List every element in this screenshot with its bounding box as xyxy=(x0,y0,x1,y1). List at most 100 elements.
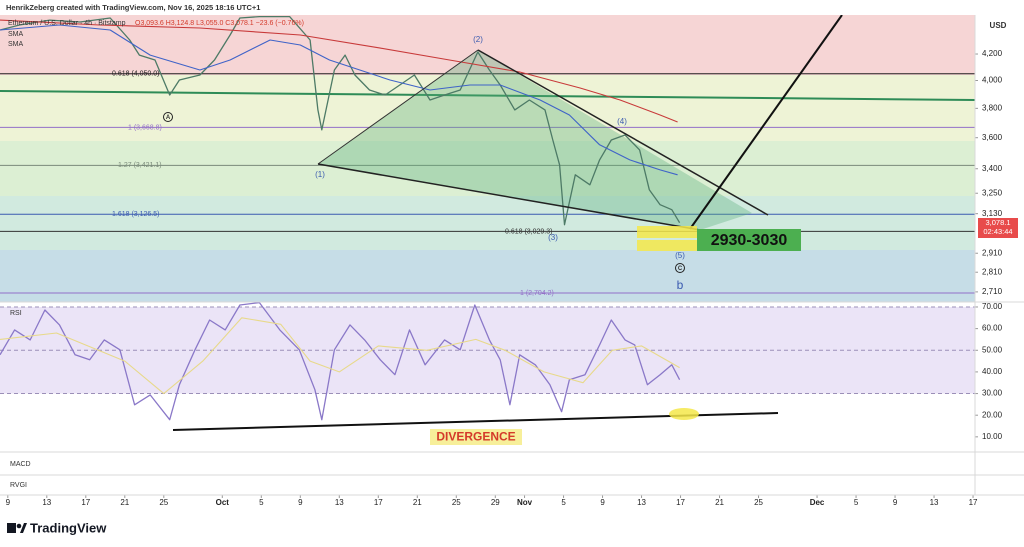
y-tick-label: 2,910 xyxy=(982,248,1003,257)
zone-label: 2930-3030 xyxy=(711,232,788,249)
x-tick-label: 17 xyxy=(969,498,978,507)
countdown: 02:43:44 xyxy=(983,227,1012,236)
wedge-edge xyxy=(317,49,479,165)
y-tick-label: 3,250 xyxy=(982,188,1003,197)
y-tick-label: 3,600 xyxy=(982,133,1003,142)
target-box xyxy=(637,240,717,251)
series-line xyxy=(0,19,678,123)
wave-label: b xyxy=(677,278,684,292)
last-price: 3,078.1 xyxy=(985,218,1010,227)
y-tick-label: 50.00 xyxy=(982,345,1003,354)
zone xyxy=(0,250,975,302)
series-line xyxy=(0,317,680,395)
y-tick-label: 3,800 xyxy=(982,103,1003,112)
wave-label: (4) xyxy=(617,117,627,126)
wave-label: (1) xyxy=(315,170,325,179)
series-line xyxy=(0,15,681,226)
wave-label: (3) xyxy=(548,233,558,242)
trend-line xyxy=(0,90,976,101)
highlight xyxy=(669,408,699,420)
x-tick-label: 17 xyxy=(676,498,685,507)
x-tick-label: 25 xyxy=(159,498,168,507)
fib-label: 1.618 (3,126.5) xyxy=(112,211,159,218)
pane-title: RVGI xyxy=(10,482,27,489)
x-tick-label: 13 xyxy=(42,498,51,507)
x-tick-label: 25 xyxy=(452,498,461,507)
logo-mark xyxy=(7,523,16,533)
y-tick-label: 40.00 xyxy=(982,367,1003,376)
zone xyxy=(0,141,975,196)
x-tick-label: 29 xyxy=(491,498,500,507)
wedge-edge xyxy=(317,163,701,231)
y-tick-label: 20.00 xyxy=(982,410,1003,419)
y-tick-label: 4,000 xyxy=(982,76,1003,85)
plot-layer xyxy=(0,15,681,421)
symbol: Ethereum / U.S. Dollar · 4h · Bitstamp xyxy=(8,20,126,27)
y-tick-label: 30.00 xyxy=(982,389,1003,398)
y-tick-label: 60.00 xyxy=(982,324,1003,333)
zone xyxy=(0,196,975,250)
legend-entry: SMA xyxy=(8,31,24,38)
ohlc: O3,093.6 H3,124.8 L3,055.0 C3,078.1 −23.… xyxy=(135,20,304,27)
y-tick-label: 3,400 xyxy=(982,164,1003,173)
fib-label: 0.618 (4,050.0) xyxy=(112,71,159,78)
logo: TradingView xyxy=(7,520,107,535)
x-tick-label: 21 xyxy=(715,498,724,507)
pane-title: RSI xyxy=(10,310,22,317)
x-tick-label: Dec xyxy=(810,498,825,507)
fib-label: 1 (2,704.2) xyxy=(520,290,554,297)
x-tick-label: 17 xyxy=(374,498,383,507)
zone xyxy=(0,75,975,141)
x-tick-label: 17 xyxy=(81,498,90,507)
wave-label: (5) xyxy=(675,251,685,260)
x-tick-label: 9 xyxy=(600,498,605,507)
x-tick-label: 9 xyxy=(893,498,898,507)
y-tick-label: 10.00 xyxy=(982,432,1003,441)
fib-label: 0.618 (3,029.3) xyxy=(505,228,552,235)
wave-label: A xyxy=(166,115,171,121)
y-tick-label: 3,130 xyxy=(982,209,1003,218)
logo-mark xyxy=(20,523,27,533)
fib-label: 1.27 (3,421.1) xyxy=(118,162,162,169)
price-tag xyxy=(978,218,1018,238)
logo-text: TradingView xyxy=(30,520,107,535)
wave-circle xyxy=(675,263,685,273)
x-tick-label: 5 xyxy=(561,498,566,507)
x-tick-label: 21 xyxy=(413,498,422,507)
logo-mark xyxy=(16,523,22,529)
credit: HenrikZeberg created with TradingView.co… xyxy=(6,3,260,12)
x-tick-label: 13 xyxy=(930,498,939,507)
series-line xyxy=(0,301,681,421)
divergence-label: DIVERGENCE xyxy=(436,430,515,444)
wave-circle xyxy=(163,112,173,122)
currency: USD xyxy=(990,21,1007,30)
y-tick-label: 2,810 xyxy=(982,267,1003,276)
pane-title: MACD xyxy=(10,461,31,468)
fib-label: 1 (3,668.8) xyxy=(128,124,162,131)
y-tick-label: 70.00 xyxy=(982,302,1003,311)
x-tick-label: 5 xyxy=(854,498,859,507)
legend-entry: SMA xyxy=(8,41,24,48)
x-tick-label: Nov xyxy=(517,498,533,507)
y-tick-label: 2,710 xyxy=(982,287,1003,296)
grid-layer xyxy=(0,53,978,498)
projection-line xyxy=(689,14,843,230)
divergence-bg xyxy=(430,429,522,445)
target-box xyxy=(637,226,697,238)
x-tick-label: 25 xyxy=(754,498,763,507)
zone xyxy=(0,15,975,75)
x-tick-label: 13 xyxy=(335,498,344,507)
x-tick-label: 9 xyxy=(6,498,11,507)
y-tick-label: 4,200 xyxy=(982,49,1003,58)
x-tick-label: 5 xyxy=(259,498,264,507)
series-line xyxy=(0,24,678,176)
x-tick-label: 21 xyxy=(120,498,129,507)
header-bg xyxy=(0,0,1024,15)
wave-label: C xyxy=(678,266,683,272)
wave-label: (2) xyxy=(473,35,483,44)
zone-label-bg xyxy=(697,229,801,251)
x-tick-label: 13 xyxy=(637,498,646,507)
x-tick-label: 9 xyxy=(298,498,303,507)
x-tick-label: Oct xyxy=(216,498,230,507)
